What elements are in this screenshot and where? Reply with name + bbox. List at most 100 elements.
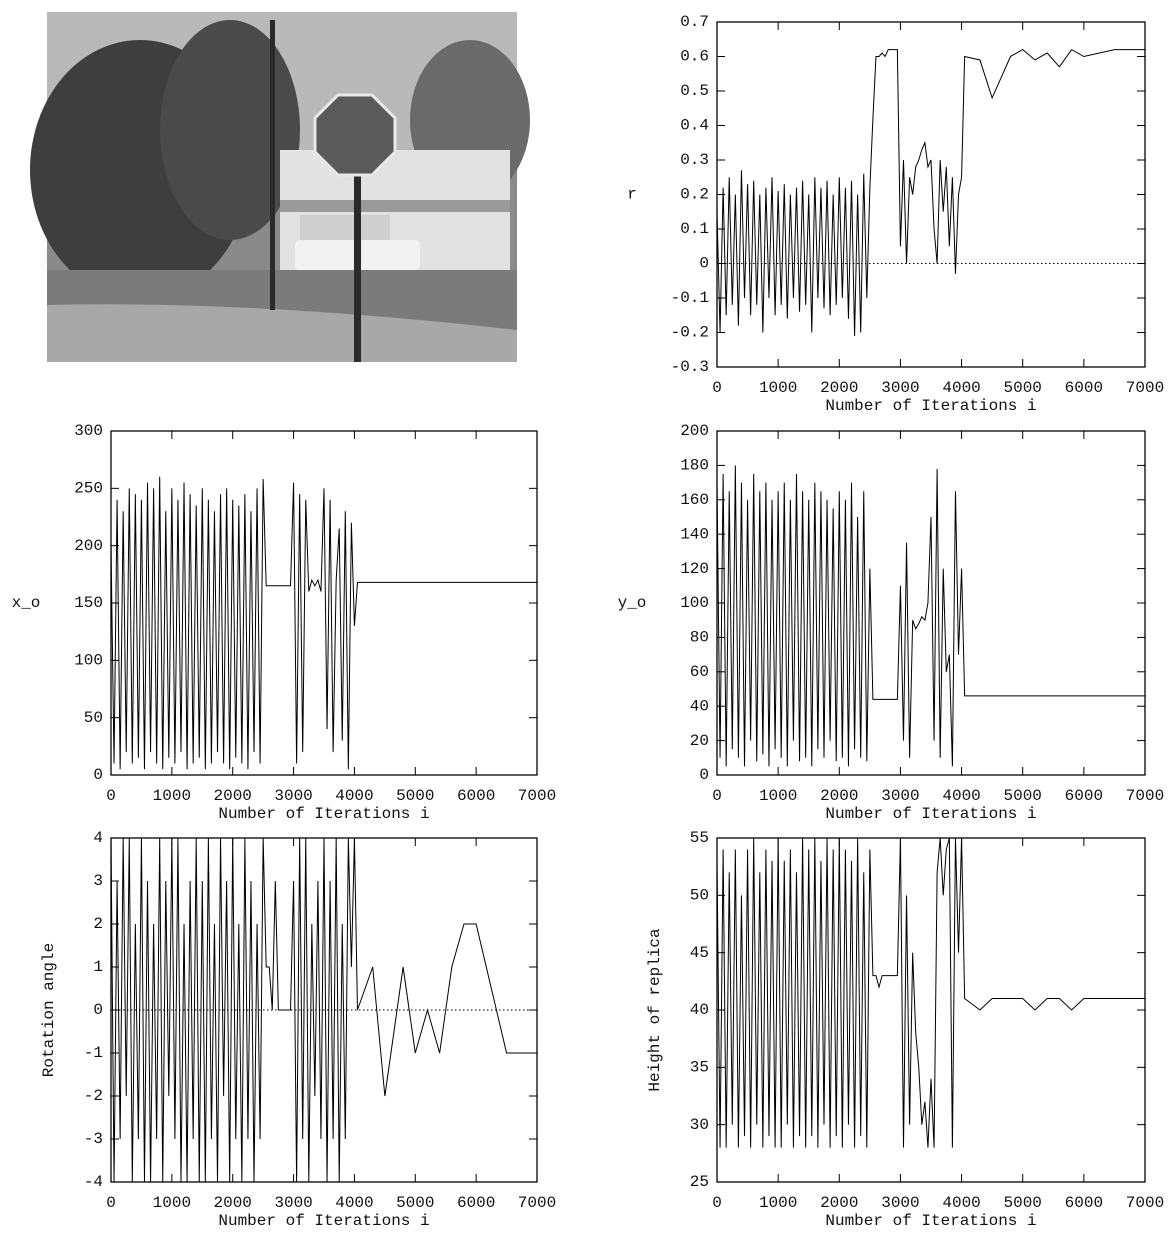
x-tick-label: 1000 [153, 787, 191, 805]
y-tick-label: 50 [84, 709, 103, 727]
y-tick-label: 80 [690, 629, 709, 647]
y-tick-label: -0.2 [671, 324, 709, 342]
y-tick-label: 1 [93, 958, 103, 976]
x-tick-label: 4000 [942, 1194, 980, 1212]
plot-frame [716, 21, 1146, 368]
x-tick-label: 3000 [274, 787, 312, 805]
chart: 25 30 35 40 45 50 55 0 1000 2000 3000 4000 5000 6000 7… [646, 829, 1164, 1230]
x-tick-label: 7000 [518, 1194, 556, 1212]
x-tick-label: 5000 [1004, 379, 1042, 397]
x-tick-label: 5000 [396, 1194, 434, 1212]
y-tick-label: 0.5 [680, 82, 709, 100]
y-tick-label: 20 [690, 732, 709, 750]
x-tick-label: 3000 [881, 1194, 919, 1212]
y-tick-label: 0 [93, 766, 103, 784]
y-axis-label: y_o [618, 594, 647, 612]
x-tick-label: 7000 [518, 787, 556, 805]
x-tick-label: 0 [106, 1194, 116, 1212]
x-tick-label: 5000 [1004, 1194, 1042, 1212]
x-tick-label: 7000 [1126, 1194, 1164, 1212]
y-tick-label: 200 [680, 422, 709, 440]
y-tick-label: 4 [93, 829, 103, 847]
y-axis-label: x_o [12, 594, 41, 612]
x-tick-label: 5000 [396, 787, 434, 805]
y-tick-label: 250 [74, 480, 103, 498]
y-tick-label: 40 [690, 1001, 709, 1019]
y-tick-label: -0.1 [671, 289, 709, 307]
y-tick-label: 0 [699, 255, 709, 273]
chart: -0.3 -0.2 -0.1 0 0.1 0.2 0.3 0.4 0.5 0.6 0.7 0 1000 2… [627, 13, 1164, 415]
x-tick-label: 1000 [759, 1194, 797, 1212]
x-tick-label: 0 [712, 379, 722, 397]
y-tick-label: 0.6 [680, 48, 709, 66]
y-tick-label: 25 [690, 1173, 709, 1191]
y-tick-label: 35 [690, 1059, 709, 1077]
y-tick-label: 45 [690, 944, 709, 962]
x-axis-label: Number of Iterations i [825, 1212, 1036, 1230]
y-tick-label: 0.2 [680, 186, 709, 204]
x-tick-label: 6000 [457, 1194, 495, 1212]
data-line [716, 837, 1145, 1148]
y-tick-label: 100 [680, 594, 709, 612]
y-tick-label: 0 [93, 1001, 103, 1019]
x-tick-label: 6000 [1065, 379, 1103, 397]
x-axis-label: Number of Iterations i [218, 805, 429, 823]
x-tick-label: 3000 [881, 787, 919, 805]
x-tick-label: 0 [712, 787, 722, 805]
chart: -4 -3 -2 -1 0 1 2 3 4 0 1000 2000 3000 4000 5000 6000 70… [40, 829, 556, 1230]
x-tick-label: 4000 [335, 787, 373, 805]
y-tick-label: 0.1 [680, 220, 709, 238]
x-tick-label: 4000 [942, 787, 980, 805]
y-tick-label: 55 [690, 829, 709, 847]
data-line [110, 476, 537, 770]
y-tick-label: 180 [680, 457, 709, 475]
y-tick-label: 40 [690, 697, 709, 715]
x-tick-label: 5000 [1004, 787, 1042, 805]
photo [30, 12, 530, 362]
y-tick-label: -4 [84, 1173, 103, 1191]
x-tick-label: 6000 [1065, 1194, 1103, 1212]
y-tick-label: 60 [690, 663, 709, 681]
x-tick-label: 7000 [1126, 379, 1164, 397]
y-tick-label: 300 [74, 422, 103, 440]
x-tick-label: 3000 [881, 379, 919, 397]
y-tick-label: 30 [690, 1116, 709, 1134]
y-tick-label: -1 [84, 1044, 103, 1062]
y-axis-label: Height of replica [646, 928, 664, 1092]
x-tick-label: 2000 [820, 1194, 858, 1212]
data-line [716, 465, 1145, 767]
y-tick-label: -0.3 [671, 358, 709, 376]
x-tick-label: 1000 [759, 379, 797, 397]
data-line [716, 48, 1145, 336]
y-tick-label: 0.4 [680, 117, 709, 135]
y-axis-label: Rotation angle [40, 943, 58, 1077]
x-axis-label: Number of Iterations i [825, 805, 1036, 823]
x-tick-label: 0 [712, 1194, 722, 1212]
x-tick-label: 6000 [457, 787, 495, 805]
x-tick-label: 2000 [214, 787, 252, 805]
x-axis-label: Number of Iterations i [825, 397, 1036, 415]
y-tick-label: 160 [680, 491, 709, 509]
y-tick-label: 0.3 [680, 151, 709, 169]
y-tick-label: 200 [74, 537, 103, 555]
y-tick-label: 3 [93, 872, 103, 890]
x-tick-label: 6000 [1065, 787, 1103, 805]
y-tick-label: 100 [74, 652, 103, 670]
x-tick-label: 2000 [820, 379, 858, 397]
x-tick-label: 1000 [759, 787, 797, 805]
y-tick-label: 140 [680, 525, 709, 543]
y-tick-label: 150 [74, 594, 103, 612]
x-tick-label: 4000 [335, 1194, 373, 1212]
data-line [110, 837, 537, 1183]
x-tick-label: 2000 [214, 1194, 252, 1212]
y-axis-label: r [627, 186, 637, 204]
x-tick-label: 4000 [942, 379, 980, 397]
y-tick-label: -3 [84, 1130, 103, 1148]
y-tick-label: -2 [84, 1087, 103, 1105]
x-tick-label: 0 [106, 787, 116, 805]
y-tick-label: 50 [690, 887, 709, 905]
